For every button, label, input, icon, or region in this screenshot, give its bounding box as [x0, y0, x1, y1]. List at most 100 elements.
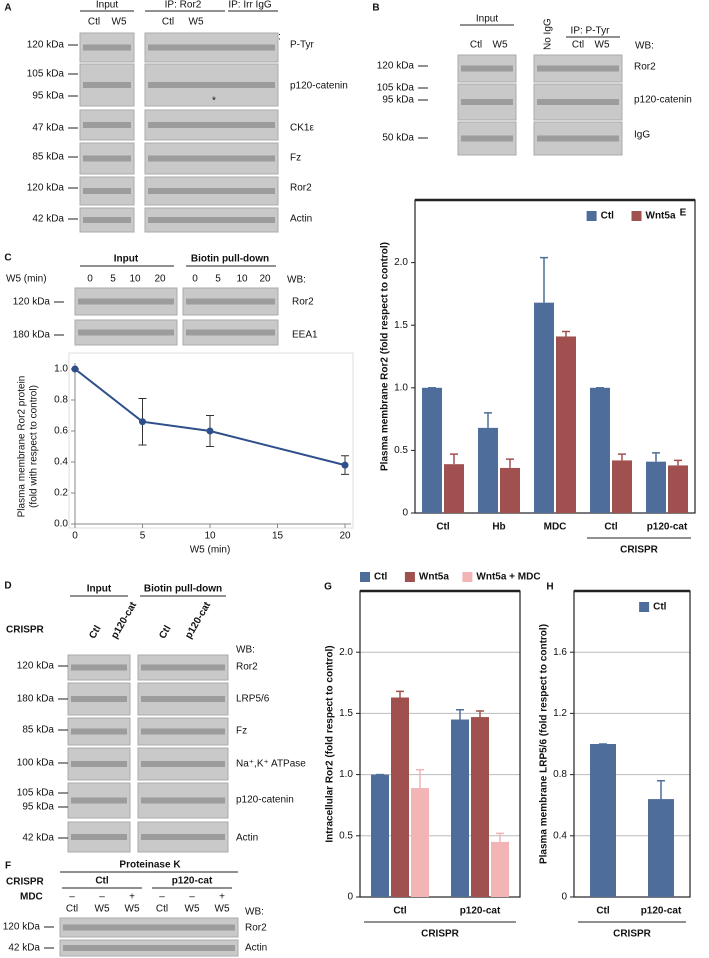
blot-band: [71, 664, 127, 671]
size-marker: 85 kDa: [32, 152, 64, 163]
lane-label: W5: [189, 17, 204, 28]
row-label: MDC: [20, 892, 43, 903]
legend-label: Wnt5a + MDC: [476, 572, 540, 583]
bar: [371, 774, 389, 897]
size-marker: 105 kDa: [27, 69, 65, 80]
header: Biotin pull-down: [144, 584, 222, 595]
x-tick-label: p120-cat: [647, 522, 688, 533]
y-axis-label: Intracellular Ror2 (fold respect to cont…: [325, 645, 336, 842]
blot-image: [67, 782, 131, 819]
blot-band: [141, 797, 225, 804]
blot-image: [67, 717, 131, 746]
lane-label: No IgG: [543, 18, 554, 50]
protein-name: Actin: [236, 833, 258, 844]
lane-label: Ctl: [572, 40, 584, 51]
bar: [411, 788, 429, 897]
blot-image: [137, 747, 229, 781]
blot-image: [74, 287, 178, 316]
blot-image: [59, 939, 239, 957]
bar: [648, 799, 674, 897]
legend-swatch: [631, 211, 642, 221]
lane-label: W5: [493, 40, 508, 51]
protein-name: Ror2: [290, 183, 312, 194]
y-tick-label: 0.5: [339, 830, 353, 841]
panel-label: A: [4, 3, 11, 14]
error-bar: [674, 459, 682, 466]
y-tick-label: 0.8: [54, 395, 68, 406]
lane-label: Ctl: [88, 17, 100, 28]
row-label: CRISPR: [6, 877, 45, 888]
y-tick-label: 0: [347, 892, 353, 903]
x-tick-label: Ctl: [596, 906, 610, 917]
blot-band: [141, 696, 225, 702]
blot-band: [83, 155, 131, 162]
y-tick-label: 0.4: [553, 830, 567, 841]
lane-label: W5: [185, 904, 200, 915]
wb-label: WB:: [635, 41, 654, 52]
error-bar: [450, 453, 458, 465]
lane-label: Ctl: [66, 904, 78, 915]
size-marker: 120 kDa: [27, 183, 65, 194]
bar: [556, 336, 576, 513]
lane-label: Ctl: [470, 40, 482, 51]
blot-image: [67, 654, 131, 681]
blot-image: [67, 747, 131, 781]
protein-name: CK1ε: [290, 123, 314, 134]
x-tick-label: 0: [72, 531, 78, 542]
y-tick-label: 0: [561, 892, 567, 903]
blot-image: [457, 54, 517, 83]
bar: [391, 697, 409, 897]
lane-label: W5: [215, 904, 230, 915]
size-marker: 120 kDa: [13, 297, 51, 308]
header: IP: P-Tyr: [571, 26, 611, 37]
blot-image: [59, 917, 239, 938]
lane-label: 0: [192, 274, 198, 285]
treatment-sign: –: [159, 892, 165, 903]
row-label: CRISPR: [6, 625, 45, 636]
header: Biotin pull-down: [191, 254, 269, 265]
blot-band: [148, 122, 275, 128]
lane-label: W5: [112, 17, 127, 28]
legend-label: Ctl: [374, 572, 388, 583]
header: Input: [87, 584, 112, 595]
header: Proteinase K: [119, 860, 181, 871]
size-marker: 42 kDa: [22, 833, 54, 844]
protein-name: IgG: [634, 130, 650, 141]
size-marker: 120 kDa: [3, 922, 41, 933]
lane-label: Ctl: [162, 17, 174, 28]
blot-band: [537, 135, 619, 142]
x-tick-label: Ctl: [604, 522, 618, 533]
legend-swatch: [360, 572, 370, 582]
group-label: CRISPR: [620, 545, 659, 556]
y-tick-label: 0.8: [553, 769, 567, 780]
header: Input: [96, 0, 118, 11]
y-axis-label: Plasma membrane Ror2 (fold respect to co…: [380, 242, 391, 471]
lane-label: Ctl: [156, 904, 168, 915]
blot-band: [148, 217, 275, 223]
size-marker: 95 kDa: [22, 802, 54, 813]
lane-label: W5: [125, 904, 140, 915]
blot-band: [148, 155, 275, 162]
lane-label: 20: [154, 274, 166, 285]
bar: [646, 461, 666, 513]
bar: [500, 467, 520, 513]
size-marker: 47 kDa: [32, 123, 64, 134]
blot-image: [144, 32, 279, 63]
blot-band: [461, 135, 513, 142]
size-marker: 120 kDa: [377, 61, 415, 72]
blot-image: [182, 319, 279, 346]
blot-image: [137, 717, 229, 746]
bar: [478, 427, 498, 513]
lane-label: 5: [110, 274, 116, 285]
blot-band: [141, 834, 225, 840]
error-bar: [416, 768, 424, 789]
size-marker: 120 kDa: [27, 40, 65, 51]
blot-image: [182, 287, 279, 316]
y-tick-label: 0: [402, 508, 408, 519]
blot-band: [141, 761, 225, 767]
x-tick-label: Ctl: [436, 522, 450, 533]
legend-label: Ctl: [601, 211, 615, 222]
y-tick-label: 0.0: [54, 519, 68, 530]
